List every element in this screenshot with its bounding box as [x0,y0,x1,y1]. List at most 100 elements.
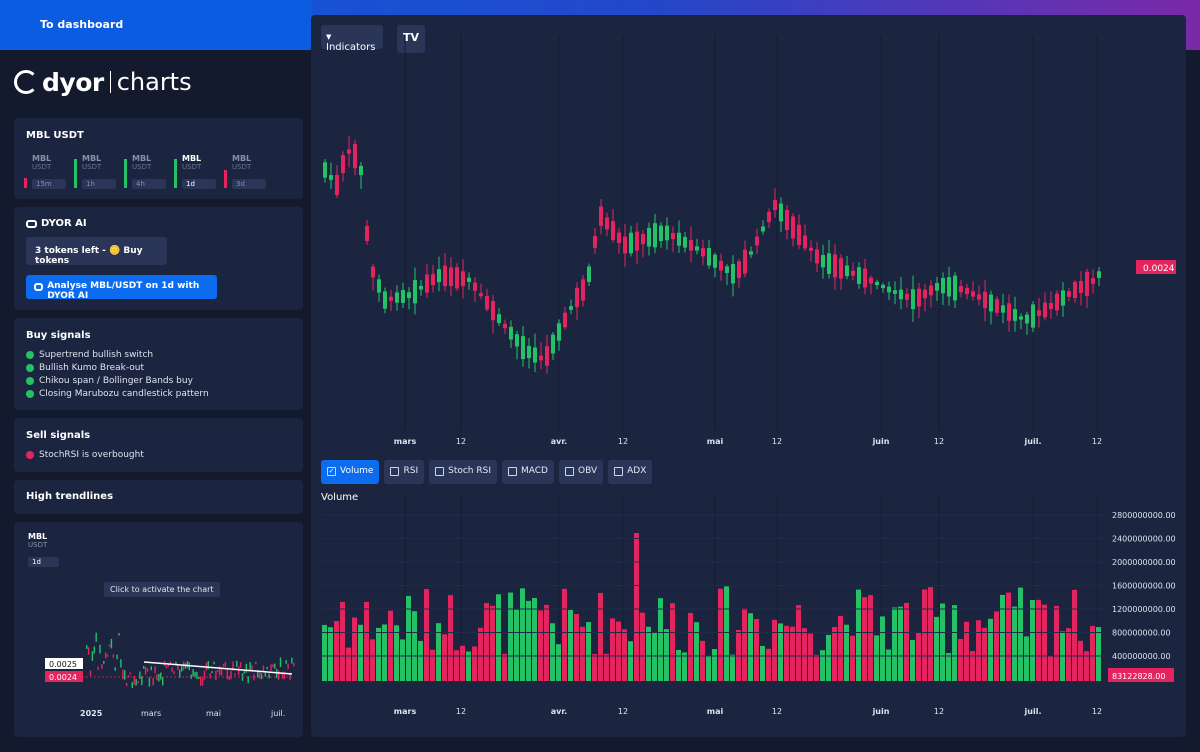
buy-signal-item: Chikou span / Bollinger Bands buy [26,374,209,387]
tab-obv[interactable]: OBV [558,460,604,484]
checkbox-icon [390,467,400,476]
mini-candle [194,671,196,677]
mini-candle [125,682,128,687]
buy-tokens-button[interactable]: 3 tokens left - 🪙 Buy tokens [26,237,167,266]
candle [887,286,891,293]
mini-candle [236,660,238,667]
volume-badge [1108,668,1174,682]
to-dashboard-button[interactable]: To dashboard [0,0,312,50]
volume-bar [334,621,339,681]
volume-bar [748,613,753,681]
volume-bar [1090,625,1095,681]
volume-bar [1048,655,1053,681]
candle [761,226,765,232]
candle [449,267,453,287]
mini-candle [148,677,151,687]
candle [395,292,399,303]
trendline [143,661,293,675]
logo-icon [14,70,38,94]
tab-volume[interactable]: ✓ Volume [321,460,380,484]
volume-bar [772,619,777,681]
candle [755,236,759,246]
volume-bar [556,644,561,681]
candle [797,224,801,245]
analyse-button[interactable]: Analyse MBL/USDT on 1d with DYOR AI [26,275,217,301]
volume-bar [496,594,501,681]
volume-bar [832,627,837,681]
candle [971,291,975,297]
candle [707,247,711,266]
candle [485,295,489,310]
mini-candle [203,670,206,680]
candle [329,175,333,180]
candle [353,144,357,169]
tab-adx[interactable]: ADX [608,460,653,484]
tf-label: 15m [32,179,66,189]
mini-candle [173,671,175,675]
candle [1007,303,1011,321]
volume-bar [988,618,993,681]
volume-bar [322,624,327,681]
mini-candle [239,662,242,668]
tf-base: MBL [32,154,52,163]
trendlines-card[interactable]: High trendlines [14,480,303,514]
analyse-label: Analyse MBL/USDT on 1d with DYOR AI [47,281,200,301]
mini-chart-card[interactable]: MBL USDT 1d Click to activate the chart … [14,522,303,737]
x-axis-label: mai [707,437,724,446]
mini-x-label: juil. [270,709,285,718]
candle [521,336,525,360]
candle [695,246,699,251]
candle [611,221,615,241]
indicators-button[interactable]: ▼ Indicators [321,25,383,53]
timeframe-list: MBL USDT 15m MBL USDT 1h MBL USDT 4h MBL USDT 1d MBL… [24,154,266,190]
volume-bar [550,623,555,681]
timeframe-1d[interactable]: MBL USDT 1d [174,154,216,190]
mini-candle [224,662,227,667]
volume-bar [928,587,933,681]
mini-candle [283,671,285,680]
timeframe-1h[interactable]: MBL USDT 1h [74,154,116,190]
tab-label: Volume [340,466,374,476]
candle [1001,305,1005,313]
price-badge-label: 0.0024 [1143,264,1175,274]
timeframe-3d[interactable]: MBL USDT 3d [224,154,266,190]
mini-candle [162,677,164,686]
timeframe-4h[interactable]: MBL USDT 4h [124,154,166,190]
tab-stoch-rsi[interactable]: Stoch RSI [429,460,497,484]
signal-strength-bar [74,159,77,188]
volume-bar [526,600,531,681]
tab-rsi[interactable]: RSI [384,460,425,484]
mini-candle [228,675,230,681]
indicator-tabs: ✓ Volume RSI Stoch RSI MACD OBV ADX [321,460,653,484]
candle [1031,304,1035,328]
mini-candle [226,669,228,679]
mini-candle [129,672,132,675]
timeframe-15m[interactable]: MBL USDT 15m [24,154,66,190]
volume-bar [778,623,783,681]
tradingview-logo-button[interactable]: TV [397,25,425,53]
volume-bar [730,654,735,681]
mini-candle [167,663,170,667]
volume-x-label: 12 [456,707,466,716]
mini-candle [150,666,152,671]
mini-candle [255,661,257,665]
ai-card: DYOR AI 3 tokens left - 🪙 Buy tokens Ana… [14,207,303,310]
candlestick-chart[interactable]: mars 12 avr. 12 mai 12 juin 12 juil. 12 0.0024 28… [311,15,1186,737]
candle [995,299,999,313]
x-axis-label: 12 [618,437,628,446]
volume-bar [508,592,513,681]
candle [377,279,381,293]
logo-product: charts [116,68,192,96]
mini-candle [289,672,291,681]
mini-candle [243,671,246,674]
candle [617,232,621,244]
checkbox-icon [564,467,574,476]
volume-bar [388,610,393,681]
candle [905,293,909,300]
tab-macd[interactable]: MACD [502,460,554,484]
mini-candle [262,665,265,672]
mini-candle [105,652,107,659]
volume-bar [598,592,603,681]
candle [737,261,741,278]
volume-bar [628,641,633,681]
